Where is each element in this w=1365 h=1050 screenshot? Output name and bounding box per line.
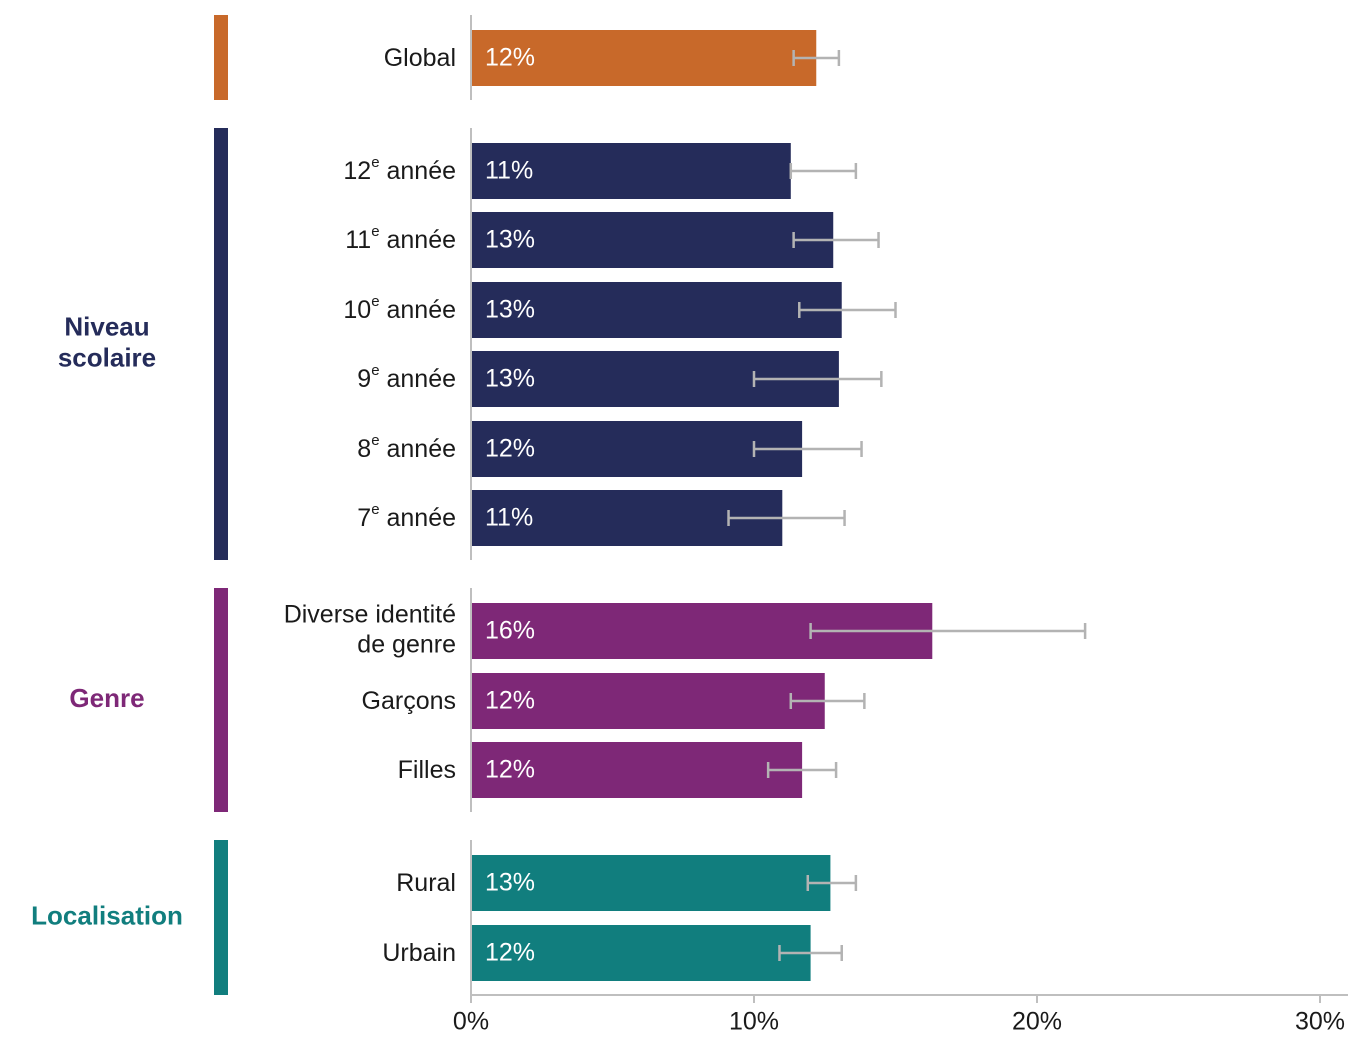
bar-value-label: 12% xyxy=(485,44,535,72)
x-tick-label: 30% xyxy=(1295,1008,1345,1036)
group-localisation: Localisation 13% Rural 12% Urbain xyxy=(31,840,858,995)
bar xyxy=(472,143,791,199)
bar xyxy=(472,421,803,477)
bar-row: 13% Rural xyxy=(396,855,858,911)
category-label: Filles xyxy=(398,756,456,784)
error-bar xyxy=(789,693,866,709)
bar-value-label: 11% xyxy=(485,504,533,532)
category-label: 9e année xyxy=(357,362,456,393)
error-bar xyxy=(792,50,841,66)
x-axis: 0% 10% 20% 30% xyxy=(453,994,1348,1036)
bar-row: 13% 9e année xyxy=(357,351,883,407)
group-bracket-localisation xyxy=(214,840,228,995)
group-label-genre: Genre xyxy=(69,683,144,713)
error-bar xyxy=(798,302,897,318)
error-bar xyxy=(766,762,838,778)
x-tick-label: 0% xyxy=(453,1008,489,1036)
bar-value-label: 13% xyxy=(485,869,535,897)
bar-row: 16% Diverse identité de genre xyxy=(284,601,1087,659)
bar xyxy=(472,742,803,798)
category-label: Diverse identité de genre xyxy=(284,601,456,659)
group-genre: Genre 16% Diverse identité de genre 12% Garço… xyxy=(69,588,1087,812)
bar xyxy=(472,282,842,338)
error-bar xyxy=(789,163,858,179)
error-bar xyxy=(792,232,880,248)
bar-row: 12% Garçons xyxy=(362,673,866,729)
category-label: 8e année xyxy=(357,432,456,463)
bar-row: 12% Global xyxy=(384,30,841,86)
group-bracket-global xyxy=(214,15,228,100)
category-label: Urbain xyxy=(382,939,456,967)
group-bracket-niveau xyxy=(214,128,228,560)
error-bar xyxy=(806,875,858,891)
x-tick-label: 10% xyxy=(729,1008,779,1036)
group-label-localisation: Localisation xyxy=(31,900,183,930)
bar-row: 11% 7e année xyxy=(357,490,846,546)
bar-value-label: 12% xyxy=(485,687,535,715)
category-label: Garçons xyxy=(362,687,456,715)
bar-row: 11% 12e année xyxy=(343,143,858,199)
bar-row: 12% Filles xyxy=(398,742,838,798)
category-label: 7e année xyxy=(357,501,456,532)
category-label: Global xyxy=(384,44,456,72)
bar-value-label: 13% xyxy=(485,226,535,254)
error-bar xyxy=(752,441,863,457)
group-global: 12% Global xyxy=(214,15,841,100)
bar-value-label: 16% xyxy=(485,617,535,645)
error-bar xyxy=(752,371,883,387)
error-bar xyxy=(809,623,1087,639)
bar xyxy=(472,925,811,981)
bar-row: 13% 10e année xyxy=(343,282,897,338)
chart-groups: 12% Global Niveau scolaire 11% 12e année 13% 11… xyxy=(31,15,1087,995)
bar-value-label: 13% xyxy=(485,365,535,393)
bar xyxy=(472,30,817,86)
bar-value-label: 13% xyxy=(485,296,535,324)
bar-row: 12% Urbain xyxy=(382,925,843,981)
x-tick-label: 20% xyxy=(1012,1008,1062,1036)
bar xyxy=(472,855,831,911)
bar-value-label: 12% xyxy=(485,939,535,967)
bar xyxy=(472,673,825,729)
error-bar xyxy=(727,510,846,526)
group-bracket-genre xyxy=(214,588,228,812)
category-label: 12e année xyxy=(343,154,456,185)
category-label: Rural xyxy=(396,869,456,897)
bar-value-label: 12% xyxy=(485,756,535,784)
bar-row: 12% 8e année xyxy=(357,421,863,477)
category-label: 10e année xyxy=(343,293,456,324)
error-bar xyxy=(778,945,843,961)
group-label-niveau: Niveau scolaire xyxy=(58,311,156,372)
bar-row: 13% 11e année xyxy=(345,212,880,268)
bar xyxy=(472,212,834,268)
bar-value-label: 11% xyxy=(485,157,533,185)
category-label: 11e année xyxy=(345,223,456,254)
bar-value-label: 12% xyxy=(485,435,535,463)
